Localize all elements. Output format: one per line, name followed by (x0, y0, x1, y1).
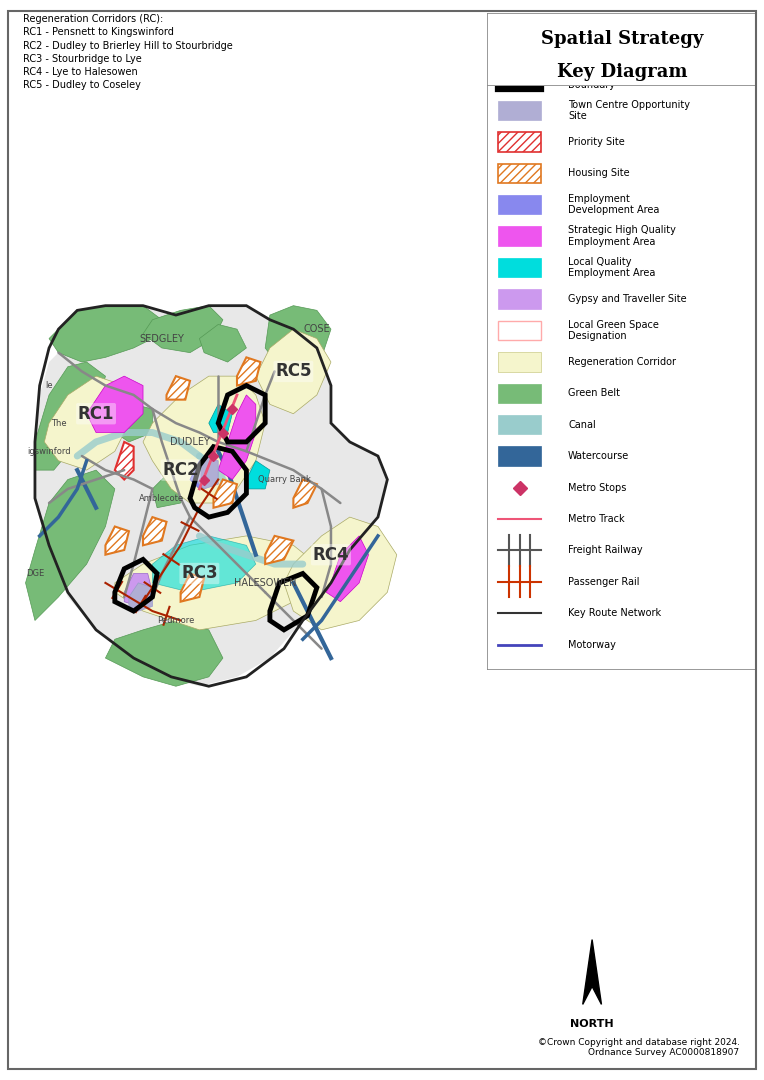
Text: Town Centre Opportunity
Site: Town Centre Opportunity Site (568, 99, 690, 121)
Text: RC1: RC1 (78, 405, 115, 422)
Polygon shape (143, 517, 167, 545)
Text: Motorway: Motorway (568, 639, 616, 650)
Polygon shape (213, 480, 237, 508)
Polygon shape (153, 536, 256, 592)
Text: Metro Track: Metro Track (568, 514, 625, 524)
Text: Local Quality
Employment Area: Local Quality Employment Area (568, 257, 656, 279)
Text: Housing Site: Housing Site (568, 168, 630, 178)
Text: SEDGLEY: SEDGLEY (139, 334, 184, 343)
Polygon shape (237, 357, 261, 386)
Polygon shape (129, 583, 153, 611)
Polygon shape (105, 526, 129, 555)
FancyBboxPatch shape (498, 289, 541, 309)
Text: Town Centre Inset
Boundary: Town Centre Inset Boundary (568, 68, 656, 90)
Text: Priority Site: Priority Site (568, 137, 625, 147)
Text: The: The (50, 419, 66, 428)
Text: RC4: RC4 (312, 545, 349, 564)
Text: NORTH: NORTH (570, 1018, 614, 1029)
Text: Watercourse: Watercourse (568, 451, 630, 461)
FancyBboxPatch shape (498, 446, 541, 465)
Text: Freight Railway: Freight Railway (568, 545, 643, 555)
Text: Canal: Canal (568, 420, 596, 430)
FancyBboxPatch shape (498, 100, 541, 120)
Text: Key Diagram: Key Diagram (557, 63, 687, 81)
Text: Regeneration Corridors (RC):
RC1 - Pensnett to Kingswinford
RC2 - Dudley to Brie: Regeneration Corridors (RC): RC1 - Pensn… (23, 14, 233, 91)
Text: Key Route Network: Key Route Network (568, 608, 661, 618)
Text: Dudley Borough
Boundary: Dudley Borough Boundary (568, 37, 646, 58)
Text: Spatial Strategy: Spatial Strategy (541, 29, 703, 48)
Polygon shape (583, 940, 601, 1004)
FancyBboxPatch shape (498, 194, 541, 214)
Text: Strategic High Quality
Employment Area: Strategic High Quality Employment Area (568, 226, 676, 247)
FancyBboxPatch shape (498, 352, 541, 372)
Text: ©Crown Copyright and database right 2024.
Ordnance Survey AC0000818907: ©Crown Copyright and database right 2024… (538, 1038, 740, 1057)
Text: RC3: RC3 (181, 565, 218, 582)
Polygon shape (49, 306, 162, 362)
Polygon shape (86, 376, 143, 432)
Polygon shape (167, 376, 190, 400)
FancyBboxPatch shape (498, 163, 541, 183)
Text: Quarry Bank: Quarry Bank (257, 475, 310, 484)
Polygon shape (115, 404, 153, 442)
Polygon shape (143, 306, 223, 353)
Text: Pedmore: Pedmore (157, 616, 195, 625)
Polygon shape (143, 376, 265, 503)
Polygon shape (153, 470, 190, 508)
Text: igswinford: igswinford (28, 447, 71, 456)
Polygon shape (105, 621, 223, 686)
Text: COSE: COSE (303, 324, 330, 334)
Polygon shape (195, 456, 219, 489)
Text: DGE: DGE (26, 569, 44, 578)
FancyBboxPatch shape (498, 258, 541, 278)
FancyBboxPatch shape (498, 132, 541, 151)
Polygon shape (190, 461, 213, 489)
Polygon shape (199, 324, 247, 362)
Polygon shape (219, 395, 256, 480)
FancyBboxPatch shape (487, 13, 756, 86)
Polygon shape (265, 536, 293, 564)
FancyBboxPatch shape (498, 227, 541, 246)
Text: le: le (45, 381, 53, 390)
Polygon shape (25, 470, 115, 621)
Text: HALESOWEN: HALESOWEN (234, 578, 296, 588)
Text: DUDLEY: DUDLEY (170, 437, 210, 447)
Text: Passenger Rail: Passenger Rail (568, 577, 639, 586)
FancyBboxPatch shape (487, 22, 756, 670)
Text: Amblecote: Amblecote (139, 494, 184, 503)
FancyBboxPatch shape (498, 38, 541, 57)
FancyBboxPatch shape (498, 69, 541, 89)
Text: RC5: RC5 (275, 363, 312, 380)
Polygon shape (284, 517, 397, 630)
Polygon shape (265, 306, 331, 372)
FancyBboxPatch shape (498, 415, 541, 434)
Polygon shape (125, 573, 153, 606)
FancyBboxPatch shape (498, 321, 541, 340)
Text: Regeneration Corridor: Regeneration Corridor (568, 356, 676, 367)
Text: RC2: RC2 (162, 461, 199, 480)
Polygon shape (35, 306, 387, 686)
Text: Green Belt: Green Belt (568, 388, 620, 399)
Polygon shape (293, 480, 317, 508)
Polygon shape (115, 442, 134, 480)
Polygon shape (115, 536, 317, 630)
Text: Employment
Development Area: Employment Development Area (568, 193, 659, 215)
Text: Local Green Space
Designation: Local Green Space Designation (568, 320, 659, 341)
FancyBboxPatch shape (498, 383, 541, 403)
Polygon shape (256, 329, 331, 414)
Polygon shape (209, 404, 232, 432)
Text: Gypsy and Traveller Site: Gypsy and Traveller Site (568, 294, 687, 303)
Text: Metro Stops: Metro Stops (568, 483, 626, 492)
Polygon shape (44, 376, 134, 470)
Polygon shape (247, 461, 270, 489)
Polygon shape (180, 573, 204, 602)
Polygon shape (35, 362, 105, 470)
Polygon shape (326, 536, 368, 602)
